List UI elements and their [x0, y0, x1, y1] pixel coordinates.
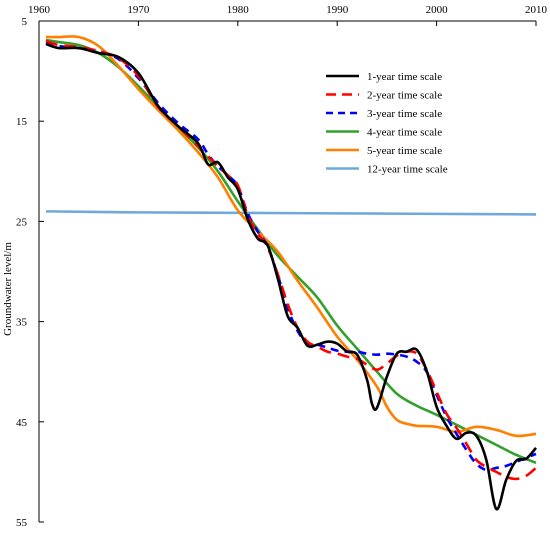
series-line-5	[45, 35, 537, 438]
x-tick-label: 2000	[426, 4, 449, 16]
legend-label: 12-year time scale	[367, 164, 448, 176]
series-line-1	[45, 42, 537, 511]
y-axis-title: Groundwater level/m	[2, 242, 14, 336]
x-tick-label: 2010	[525, 4, 548, 16]
y-tick-label: 45	[16, 417, 28, 429]
y-tick-label: 15	[16, 116, 28, 128]
x-tick-label: 1990	[326, 4, 349, 16]
series-line-2	[45, 39, 537, 481]
legend-label: 1-year time scale	[367, 71, 442, 83]
legend-label: 5-year time scale	[367, 145, 442, 157]
series-layer	[45, 35, 537, 511]
axes: 1960 1970 1980 1990 2000 2010 5 15 25 35 45 55	[16, 4, 548, 529]
x-tick-label: 1980	[227, 4, 250, 16]
legend-label: 3-year time scale	[367, 108, 442, 120]
series-line-6	[45, 210, 537, 216]
y-tick-label: 55	[16, 517, 28, 529]
legend: 1-year time scale 2-year time scale 3-year…	[326, 71, 448, 176]
y-tick-label: 25	[16, 216, 28, 228]
y-tick-label: 35	[16, 317, 28, 329]
legend-label: 2-year time scale	[367, 90, 442, 102]
x-tick-label: 1970	[127, 4, 150, 16]
y-tick-label: 5	[22, 16, 28, 28]
x-tick-label: 1960	[28, 4, 51, 16]
legend-label: 4-year time scale	[367, 127, 442, 139]
